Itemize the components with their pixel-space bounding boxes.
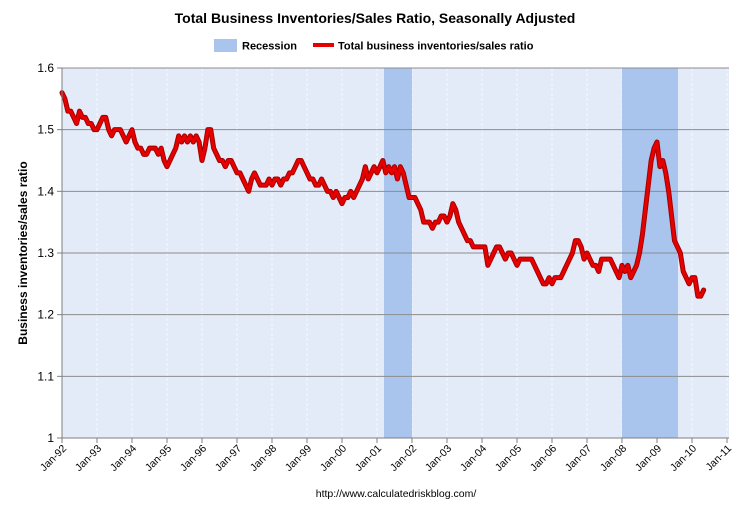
x-tick-label: Jan-97 [213, 443, 244, 474]
x-tick-label: Jan-06 [528, 443, 559, 474]
y-axis-title: Business inventories/sales ratio [16, 161, 30, 344]
y-tick-label: 1.1 [37, 369, 54, 383]
source-url: http://www.calculatedriskblog.com/ [316, 488, 477, 500]
x-tick-label: Jan-98 [248, 443, 279, 474]
x-tick-label: Jan-02 [388, 443, 419, 474]
x-tick-label: Jan-94 [108, 443, 139, 474]
y-tick-label: 1.2 [37, 308, 54, 322]
x-tick-labels: Jan-92 Jan-93 Jan-94 Jan-95 Jan-96 Jan-97 Jan-… [38, 443, 734, 474]
x-tick-label: Jan-00 [318, 443, 349, 474]
x-tick-label: Jan-92 [38, 443, 69, 474]
legend-recession-label: Recession [242, 41, 297, 53]
x-tick-label: Jan-08 [598, 443, 629, 474]
axes [57, 67, 729, 443]
y-tick-label: 1.3 [37, 246, 54, 260]
legend-series-label: Total business inventories/sales ratio [338, 41, 534, 53]
y-tick-labels: 1 1.1 1.2 1.3 1.4 1.5 1.6 [37, 61, 54, 445]
legend-recession-swatch [214, 39, 237, 52]
x-tick-label: Jan-96 [178, 443, 209, 474]
y-tick-label: 1.5 [37, 123, 54, 137]
chart-title: Total Business Inventories/Sales Ratio, … [175, 10, 576, 26]
x-tick-label: Jan-05 [493, 443, 524, 474]
x-tick-label: Jan-09 [633, 443, 664, 474]
x-tick-label: Jan-04 [458, 443, 489, 474]
legend: Recession Total business inventories/sal… [214, 39, 534, 53]
x-tick-label: Jan-95 [143, 443, 174, 474]
x-tick-label: Jan-11 [703, 443, 734, 474]
series-line [60, 91, 706, 298]
x-tick-label: Jan-99 [283, 443, 314, 474]
y-tick-label: 1.6 [37, 61, 54, 75]
x-tick-label: Jan-07 [563, 443, 594, 474]
x-tick-label: Jan-93 [73, 443, 104, 474]
x-tick-label: Jan-03 [423, 443, 454, 474]
series-layer [59, 90, 707, 299]
horizontal-gridlines [62, 67, 729, 377]
y-tick-label: 1 [47, 431, 54, 445]
x-tick-label: Jan-10 [668, 443, 699, 474]
x-tick-label: Jan-01 [353, 443, 384, 474]
y-tick-label: 1.4 [37, 184, 54, 198]
